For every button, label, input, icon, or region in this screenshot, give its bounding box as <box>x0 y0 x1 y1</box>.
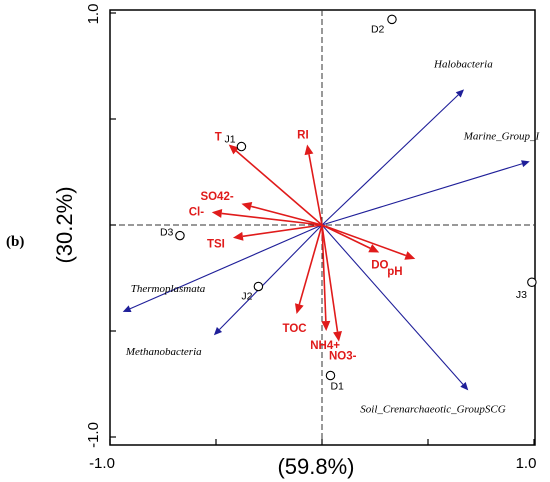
env-vector-so42-label: SO42- <box>200 191 233 203</box>
env-vector-cl-label: Cl- <box>189 206 205 218</box>
env-vector-cl-head <box>211 208 223 218</box>
species-vector-marine-group-i-label: Marine_Group_I <box>463 130 541 142</box>
species-vector-methanobacteria-head <box>213 327 223 336</box>
env-vector-ph-head <box>404 251 416 260</box>
env-vector-nh4-line <box>321 224 327 322</box>
env-vector-no3-label: NO3- <box>329 351 357 363</box>
panel-label: (b) <box>6 234 24 250</box>
env-vector-tsi-label: TSI <box>207 239 225 251</box>
env-vector-nh4-label: NH4+ <box>310 340 340 352</box>
env-vector-so42-line <box>250 205 323 226</box>
site-j3-marker <box>527 277 537 287</box>
site-d3-label: D3 <box>160 227 174 239</box>
env-vector-tsi-line <box>242 224 323 238</box>
env-vector-tsi-head <box>232 231 244 241</box>
env-vector-do-label: DO <box>371 260 388 272</box>
species-vector-soil-crenarchaeotic-groupscg-label: Soil_Crenarchaeotic_GroupSCG <box>360 403 505 415</box>
env-vector-toc-head <box>294 303 304 315</box>
env-vector-no3-line <box>321 224 339 332</box>
env-vector-ri-label: RI <box>297 129 309 141</box>
site-d1-label: D1 <box>330 381 344 393</box>
species-vector-methanobacteria-label: Methanobacteria <box>125 346 202 358</box>
env-vector-cl-line <box>221 212 323 226</box>
site-j1-marker <box>236 141 247 152</box>
site-d3-marker <box>175 230 185 241</box>
species-vector-thermoplasmata-label: Thermoplasmata <box>131 283 206 295</box>
env-vector-t-head <box>228 144 240 155</box>
y-tick-min: -1.0 <box>85 422 102 448</box>
species-vector-marine-group-i-head <box>521 160 530 168</box>
species-vector-halobacteria-label: Halobacteria <box>433 58 493 70</box>
species-vector-halobacteria-line <box>321 94 459 226</box>
y-axis-label: (30.2%) <box>52 186 77 263</box>
site-j2-marker <box>253 281 264 292</box>
x-axis-label: (59.8%) <box>277 454 354 479</box>
x-tick-min: -1.0 <box>89 455 115 472</box>
species-vector-marine-group-i-line <box>321 163 523 226</box>
site-j3-label: J3 <box>516 289 527 301</box>
species-vector-soil-crenarchaeotic-groupscg-head <box>460 381 469 391</box>
env-vector-ri-line <box>308 154 323 226</box>
site-j1-label: J1 <box>224 134 235 146</box>
env-vector-do-line <box>321 224 371 249</box>
x-tick-max: 1.0 <box>516 455 537 472</box>
env-vector-so42-head <box>241 201 253 211</box>
env-vector-t-label: T <box>215 131 222 143</box>
y-tick-max: 1.0 <box>85 4 102 25</box>
species-vector-halobacteria-head <box>455 89 465 98</box>
species-vector-soil-crenarchaeotic-groupscg-line <box>321 224 464 385</box>
site-j2-label: J2 <box>241 290 252 302</box>
env-vector-ph-line <box>321 224 407 257</box>
site-d2-label: D2 <box>371 23 385 35</box>
env-vector-toc-line <box>298 224 323 305</box>
species-vector-thermoplasmata-head <box>122 305 132 313</box>
site-d2-marker <box>387 14 397 25</box>
env-vector-do-head <box>368 244 380 253</box>
env-vector-toc-label: TOC <box>283 323 307 335</box>
site-d1-marker <box>325 370 336 381</box>
env-vector-nh4-head <box>321 320 331 331</box>
env-vector-t-line <box>235 150 323 226</box>
env-vector-ri-head <box>304 144 314 156</box>
species-vector-methanobacteria-line <box>219 224 323 330</box>
env-vector-ph-label: pH <box>387 266 402 278</box>
species-vector-thermoplasmata-line <box>129 224 323 310</box>
env-vector-no3-head <box>333 331 342 342</box>
